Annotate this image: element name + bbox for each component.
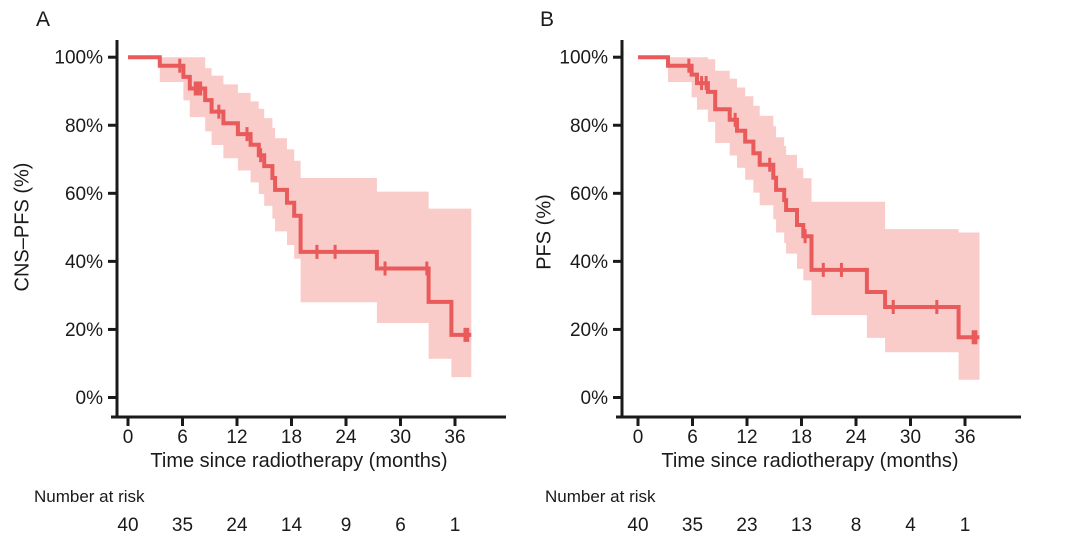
panel-a-letter: A <box>36 8 51 31</box>
risk-count: 24 <box>226 515 248 536</box>
panel-b-x-axis-title: Time since radiotherapy (months) <box>661 450 959 472</box>
panel-b-letter: B <box>540 8 555 31</box>
y-tick-label: 60% <box>65 184 103 205</box>
x-tick-label: 30 <box>390 427 411 448</box>
x-tick-label: 24 <box>335 427 357 448</box>
y-tick-label: 100% <box>54 48 103 69</box>
risk-count: 1 <box>960 515 971 536</box>
risk-count: 4 <box>905 515 916 536</box>
y-tick-label: 0% <box>581 388 609 409</box>
km-panel-b: 0% 20% 40% 60% 80% 100% 0 6 12 18 24 30 36 40 35 23 13 8 4… <box>559 40 1021 536</box>
panel-a-y-axis-title: CNS–PFS (%) <box>11 162 34 292</box>
risk-count: 35 <box>172 515 193 536</box>
risk-count: 1 <box>450 515 461 536</box>
panel-a-number-at-risk-label: Number at risk <box>34 487 145 506</box>
x-tick-label: 18 <box>791 427 812 448</box>
y-tick-label: 40% <box>65 252 103 273</box>
x-tick-label: 6 <box>177 427 188 448</box>
risk-count: 35 <box>682 515 703 536</box>
km-panel-a: 0% 20% 40% 60% 80% 100% 0 6 12 18 24 30 36 40 35 24 14 9 6… <box>54 40 506 536</box>
panel-a-x-axis-title: Time since radiotherapy (months) <box>150 450 448 472</box>
y-tick-label: 60% <box>570 184 608 205</box>
risk-count: 40 <box>117 515 138 536</box>
risk-count: 13 <box>791 515 812 536</box>
x-tick-label: 18 <box>281 427 302 448</box>
x-tick-label: 12 <box>226 427 247 448</box>
y-tick-label: 80% <box>570 116 608 137</box>
panel-b-y-axis-title: PFS (%) <box>533 194 556 270</box>
y-tick-label: 100% <box>559 48 608 69</box>
x-tick-label: 0 <box>123 427 134 448</box>
y-tick-label: 20% <box>570 320 608 341</box>
risk-count: 8 <box>851 515 862 536</box>
x-tick-label: 36 <box>954 427 975 448</box>
risk-count: 6 <box>395 515 406 536</box>
risk-count: 14 <box>281 515 303 536</box>
x-tick-label: 30 <box>900 427 921 448</box>
x-tick-label: 24 <box>845 427 867 448</box>
x-tick-label: 6 <box>687 427 698 448</box>
x-tick-label: 12 <box>736 427 757 448</box>
risk-count: 23 <box>736 515 757 536</box>
y-tick-label: 40% <box>570 252 608 273</box>
risk-count: 9 <box>341 515 352 536</box>
risk-count: 40 <box>627 515 648 536</box>
y-tick-label: 20% <box>65 320 103 341</box>
confidence-band <box>159 57 472 378</box>
x-tick-label: 36 <box>444 427 465 448</box>
panel-b-number-at-risk-label: Number at risk <box>545 487 656 506</box>
y-tick-label: 0% <box>76 388 104 409</box>
x-tick-label: 0 <box>633 427 644 448</box>
y-tick-label: 80% <box>65 116 103 137</box>
